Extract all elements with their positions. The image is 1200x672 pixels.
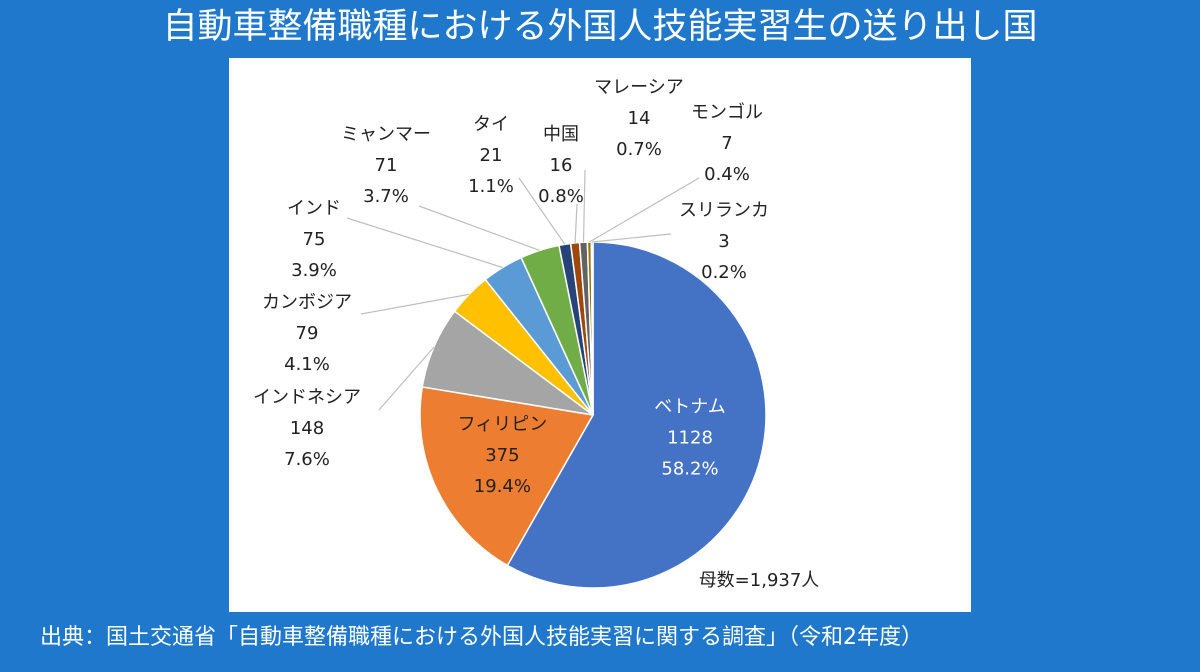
- slice-label-name: インド: [287, 198, 341, 219]
- slice-label-pct: 0.2%: [701, 262, 747, 283]
- slice-label: インド 75 3.9%: [287, 198, 341, 281]
- pie-chart: ベトナム112858.2%フィリピン37519.4%インドネシア1487.6%カ…: [253, 77, 820, 591]
- slice-label-name: 中国: [543, 124, 579, 145]
- slice-label: ミャンマー 71 3.7%: [341, 124, 431, 207]
- slice-label: ベトナム 1128 58.2%: [654, 397, 725, 480]
- leader-line: [346, 217, 503, 269]
- slice-labels: ベトナム112858.2%フィリピン37519.4%インドネシア1487.6%カ…: [253, 77, 769, 497]
- page-title: 自動車整備職種における外国人技能実習生の送り出し国: [162, 7, 1038, 47]
- leader-line: [574, 203, 578, 243]
- slice-label-name: フィリピン: [458, 414, 548, 435]
- leader-line: [418, 205, 540, 251]
- slice-label-value: 3: [718, 231, 729, 252]
- slice-label-value: 375: [485, 445, 519, 466]
- leader-line: [360, 293, 470, 315]
- slice-label: フィリピン 375 19.4%: [458, 414, 548, 497]
- slice-label-value: 14: [628, 108, 651, 129]
- leader-line: [378, 346, 435, 411]
- slice-label-name: モンゴル: [691, 102, 763, 123]
- slice-label-value: 7: [721, 133, 732, 154]
- slice-label: モンゴル 7 0.4%: [691, 102, 763, 185]
- leader-line: [592, 233, 672, 243]
- slice-label-value: 75: [303, 229, 326, 250]
- slice-label-pct: 7.6%: [284, 449, 330, 470]
- chart-panel: ベトナム 1128 58.2% フィリピン 375 19.4% インドネシア 148 7.6% カ…: [229, 58, 971, 612]
- slice-label-value: 71: [375, 155, 398, 176]
- slice-label-name: インドネシア: [253, 387, 361, 408]
- slice-label-pct: 19.4%: [474, 476, 531, 497]
- slice-label: スリランカ 3 0.2%: [679, 200, 769, 283]
- slice-label-value: 148: [290, 418, 324, 439]
- slice-label-value: 79: [296, 323, 319, 344]
- leader-line: [518, 177, 566, 245]
- source-note: 出典：国土交通省「自動車整備職種における外国人技能実習に関する調査」（令和2年度…: [40, 625, 924, 650]
- slice-label-pct: 4.1%: [284, 354, 330, 375]
- slice-label-pct: 0.8%: [538, 186, 584, 207]
- slice-label-value: 1128: [667, 428, 713, 449]
- slice-label-pct: 0.4%: [704, 164, 750, 185]
- slice-label: タイ 21 1.1%: [468, 114, 514, 197]
- leader-line: [582, 169, 586, 243]
- slice-label-name: ベトナム: [654, 397, 725, 418]
- leader-line: [589, 177, 700, 243]
- total-label: 母数=1,937人: [699, 570, 820, 591]
- slice-label-name: タイ: [473, 114, 509, 135]
- slice-label-pct: 3.9%: [291, 260, 337, 281]
- slice-label-name: マレーシア: [594, 77, 684, 98]
- slice-label-pct: 0.7%: [616, 139, 662, 160]
- slice-label: カンボジア 79 4.1%: [262, 292, 352, 375]
- slice-label: 中国 16 0.8%: [538, 124, 584, 207]
- slice-label-name: スリランカ: [679, 200, 769, 221]
- slice-label-pct: 1.1%: [468, 176, 514, 197]
- leader-lines: [346, 169, 700, 411]
- slice-label-name: ミャンマー: [341, 124, 431, 145]
- slice-label-value: 21: [480, 145, 503, 166]
- slice-label: マレーシア 14 0.7%: [594, 77, 684, 160]
- pie-slice: [419, 386, 595, 567]
- pie-slices: [419, 241, 767, 589]
- slice-label-pct: 58.2%: [661, 459, 718, 480]
- slice-label-pct: 3.7%: [363, 186, 409, 207]
- slice-label-value: 16: [550, 155, 573, 176]
- pie-slice: [506, 241, 767, 589]
- slice-label: インドネシア 148 7.6%: [253, 387, 361, 470]
- slice-label-name: カンボジア: [262, 292, 352, 313]
